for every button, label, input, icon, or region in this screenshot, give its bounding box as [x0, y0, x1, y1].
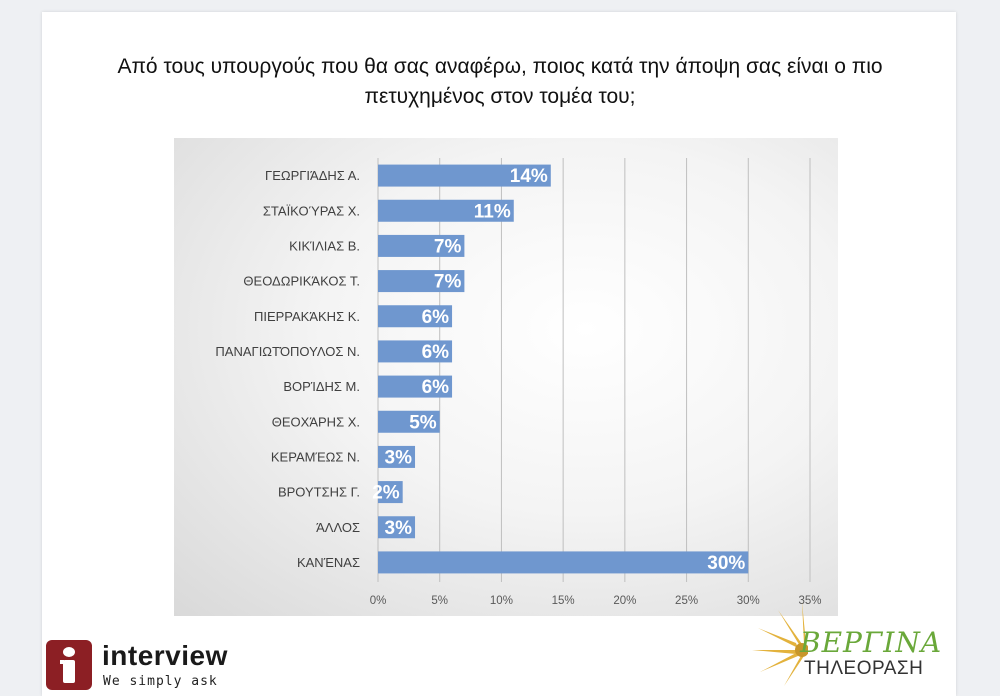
bar-11: [378, 551, 749, 574]
x-tick-label-0: 0%: [370, 595, 387, 607]
vergina-logo-word: ΒΕΡΓΙΝΑ: [800, 626, 943, 659]
vergina-logo-sub: ΤΗΛΕΟΡΑΣΗ: [804, 658, 924, 679]
interview-logo-tagline: We simply ask: [103, 674, 218, 689]
vergina-logo: ΒΕΡΓΙΝΑ ΤΗΛΕΟΡΑΣΗ: [748, 588, 948, 688]
bar-7: [378, 410, 440, 433]
chart-title-line-2: πετυχημένος στον τομέα του;: [364, 85, 636, 108]
bar-8: [378, 445, 416, 468]
x-tick-label-4: 20%: [613, 595, 636, 607]
bar-3: [378, 270, 465, 293]
category-label-5: ΠΑΝΑΓΙΩΤΌΠΟΥΛΟΣ Ν.: [215, 344, 360, 359]
bar-chart: 0% 5% 10% 15% 20% 25% 30% 35% ΓΕΩΡΓΙΆΔΗΣ Α. 14% ΣΤ…: [215, 158, 822, 607]
x-tick-label-6: 30%: [737, 595, 760, 607]
bar-10: [378, 516, 416, 539]
category-label-9: ΒΡΟΥΤΣΗΣ Γ.: [278, 485, 360, 500]
category-label-0: ΓΕΩΡΓΙΆΔΗΣ Α.: [265, 168, 360, 183]
bar-1: [378, 199, 514, 222]
bar-2: [378, 234, 465, 257]
data-label-5: 6%: [422, 342, 450, 363]
data-label-10: 3%: [385, 518, 413, 539]
data-label-3: 7%: [434, 272, 462, 293]
interview-i-icon: [46, 640, 92, 690]
bar-5: [378, 340, 453, 363]
data-label-4: 6%: [422, 307, 450, 328]
chart-title-line-1: Από τους υπουργούς που θα σας αναφέρω, π…: [117, 55, 883, 78]
data-label-2: 7%: [434, 236, 462, 257]
category-label-7: ΘΕΟΧΆΡΗΣ Χ.: [272, 414, 360, 429]
chart-area: 0% 5% 10% 15% 20% 25% 30% 35% ΓΕΩΡΓΙΆΔΗΣ Α. 14% ΣΤ…: [174, 138, 838, 616]
data-label-0: 14%: [510, 166, 548, 187]
bar-6: [378, 375, 453, 398]
category-label-3: ΘΕΟΔΩΡΙΚΆΚΟΣ Τ.: [243, 274, 360, 289]
category-label-11: ΚΑΝΈΝΑΣ: [297, 555, 360, 570]
bar-4: [378, 305, 453, 328]
data-label-8: 3%: [385, 447, 413, 468]
interview-logo-word: interview: [102, 640, 228, 671]
category-label-10: ΆΛΛΟΣ: [316, 520, 360, 535]
category-label-2: ΚΙΚΊΛΙΑΣ Β.: [289, 238, 360, 253]
data-label-9: 2%: [372, 483, 400, 504]
x-tick-label-7: 35%: [798, 595, 821, 607]
x-tick-label-1: 5%: [431, 595, 448, 607]
category-label-6: ΒΟΡΊΔΗΣ Μ.: [283, 379, 360, 394]
category-label-1: ΣΤΑΪΚΟΎΡΑΣ Χ.: [263, 203, 360, 218]
data-label-1: 11%: [474, 201, 511, 222]
bar-9: [378, 481, 403, 504]
data-label-11: 30%: [707, 553, 745, 574]
interview-logo: interview We simply ask: [46, 640, 256, 690]
data-label-7: 5%: [409, 412, 437, 433]
category-label-4: ΠΙΕΡΡΑΚΆΚΗΣ Κ.: [254, 309, 360, 324]
category-label-8: ΚΕΡΑΜΈΩΣ Ν.: [271, 449, 360, 464]
vergina-sun-icon: [752, 602, 808, 686]
data-label-6: 6%: [422, 377, 450, 398]
bar-0: [378, 164, 551, 187]
x-tick-label-3: 15%: [552, 595, 575, 607]
x-tick-label-2: 10%: [490, 595, 513, 607]
chart-title: Από τους υπουργούς που θα σας αναφέρω, π…: [0, 52, 1000, 112]
x-tick-label-5: 25%: [675, 595, 698, 607]
